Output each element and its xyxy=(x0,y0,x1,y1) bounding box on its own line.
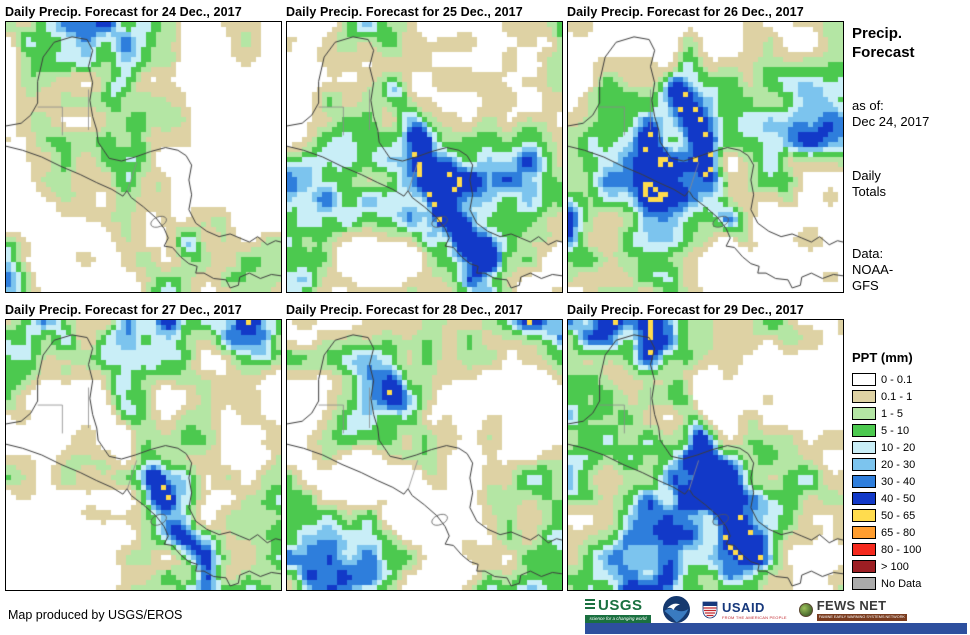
legend-label: No Data xyxy=(881,577,922,590)
totals-line2: Totals xyxy=(852,184,886,199)
data-source-line2: GFS xyxy=(852,278,879,293)
totals-line1: Daily xyxy=(852,168,881,183)
sidebar-title-line2: Forecast xyxy=(852,44,915,61)
usaid-tagline: FROM THE AMERICAN PEOPLE xyxy=(722,614,787,620)
sidebar: Precip. Forecast as of: Dec 24, 2017 Dai… xyxy=(852,10,968,592)
usgs-tagline: science for a changing world xyxy=(585,614,651,623)
forecast-panel: Daily Precip. Forecast for 29 Dec., 2017 xyxy=(567,301,844,591)
fewsnet-tagline: FAMINE EARLY WARNING SYSTEMS NETWORK xyxy=(816,614,907,621)
asof-block: as of: Dec 24, 2017 xyxy=(852,98,968,130)
forecast-panel: Daily Precip. Forecast for 24 Dec., 2017 xyxy=(5,3,282,293)
legend-swatch xyxy=(852,543,876,556)
maps-grid: Daily Precip. Forecast for 24 Dec., 2017… xyxy=(5,3,844,591)
legend-label: 50 - 65 xyxy=(881,509,916,522)
forecast-panel: Daily Precip. Forecast for 27 Dec., 2017 xyxy=(5,301,282,591)
usaid-shield-icon xyxy=(702,601,718,618)
legend-row: > 100 xyxy=(852,558,968,575)
legend-swatch xyxy=(852,577,876,590)
map-credit: Map produced by USGS/EROS xyxy=(8,608,183,622)
legend-row: 30 - 40 xyxy=(852,473,968,490)
precip-map-canvas xyxy=(286,21,563,293)
panel-title: Daily Precip. Forecast for 28 Dec., 2017 xyxy=(286,303,523,317)
legend-swatch xyxy=(852,475,876,488)
footer: Map produced by USGS/EROS USGS science f… xyxy=(0,596,970,635)
usgs-logo-text: USGS xyxy=(598,596,643,614)
asof-date: Dec 24, 2017 xyxy=(852,114,930,129)
panel-title: Daily Precip. Forecast for 26 Dec., 2017 xyxy=(567,5,804,19)
legend-label: 10 - 20 xyxy=(881,441,916,454)
legend-label: > 100 xyxy=(881,560,909,573)
legend-label: 40 - 50 xyxy=(881,492,916,505)
data-label: Data: xyxy=(852,246,884,261)
legend-label: 20 - 30 xyxy=(881,458,916,471)
legend-row: 0 - 0.1 xyxy=(852,371,968,388)
legend-row: 1 - 5 xyxy=(852,405,968,422)
legend-swatch xyxy=(852,492,876,505)
panel-title: Daily Precip. Forecast for 27 Dec., 2017 xyxy=(5,303,242,317)
legend-swatch xyxy=(852,407,876,420)
legend-swatch xyxy=(852,424,876,437)
forecast-panel: Daily Precip. Forecast for 25 Dec., 2017 xyxy=(286,3,563,293)
legend-row: No Data xyxy=(852,575,968,592)
legend-row: 0.1 - 1 xyxy=(852,388,968,405)
legend-swatch xyxy=(852,560,876,573)
legend-list: 0 - 0.1 0.1 - 1 1 - 5 5 - 10 10 - 20 20 - 30 3… xyxy=(852,371,968,592)
legend-label: 0.1 - 1 xyxy=(881,390,913,403)
fewsnet-globe-icon xyxy=(798,602,813,617)
legend-swatch xyxy=(852,458,876,471)
usaid-logo: USAID FROM THE AMERICAN PEOPLE xyxy=(702,600,787,620)
legend-title: PPT (mm) xyxy=(852,350,913,365)
precip-map-canvas xyxy=(5,319,282,591)
legend-label: 65 - 80 xyxy=(881,526,916,539)
legend-swatch xyxy=(852,373,876,386)
asof-label: as of: xyxy=(852,98,884,113)
data-source-block: Data: NOAA- GFS xyxy=(852,246,968,294)
legend-swatch xyxy=(852,526,876,539)
totals-block: Daily Totals xyxy=(852,168,968,200)
panel-title: Daily Precip. Forecast for 29 Dec., 2017 xyxy=(567,303,804,317)
precip-map-canvas xyxy=(567,319,844,591)
forecast-panel: Daily Precip. Forecast for 28 Dec., 2017 xyxy=(286,301,563,591)
footer-blue-bar xyxy=(585,623,967,634)
panel-title: Daily Precip. Forecast for 25 Dec., 2017 xyxy=(286,5,523,19)
legend-row: 40 - 50 xyxy=(852,490,968,507)
legend-row: 50 - 65 xyxy=(852,507,968,524)
legend-label: 80 - 100 xyxy=(881,543,922,556)
forecast-panel: Daily Precip. Forecast for 26 Dec., 2017 xyxy=(567,3,844,293)
legend-row: 20 - 30 xyxy=(852,456,968,473)
legend-label: 30 - 40 xyxy=(881,475,916,488)
legend-label: 5 - 10 xyxy=(881,424,910,437)
usgs-logo: USGS science for a changing world xyxy=(585,597,651,623)
usaid-logo-text: USAID xyxy=(722,599,765,615)
fewsnet-logo-text: FEWS NET xyxy=(816,598,887,613)
precip-map-canvas xyxy=(286,319,563,591)
legend-swatch xyxy=(852,441,876,454)
precip-map-canvas xyxy=(5,21,282,293)
legend-row: 80 - 100 xyxy=(852,541,968,558)
legend-row: 65 - 80 xyxy=(852,524,968,541)
usgs-bars-icon xyxy=(585,599,595,611)
logo-row: USGS science for a changing world USAID … xyxy=(585,596,907,623)
noaa-logo xyxy=(663,596,690,623)
legend-swatch xyxy=(852,390,876,403)
fewsnet-logo: FEWS NET FAMINE EARLY WARNING SYSTEMS NE… xyxy=(798,598,907,621)
sidebar-title: Precip. Forecast xyxy=(852,24,968,62)
legend-swatch xyxy=(852,509,876,522)
legend-row: 10 - 20 xyxy=(852,439,968,456)
legend-label: 1 - 5 xyxy=(881,407,904,420)
legend-label: 0 - 0.1 xyxy=(881,373,913,386)
sidebar-title-line1: Precip. xyxy=(852,25,903,42)
panel-title: Daily Precip. Forecast for 24 Dec., 2017 xyxy=(5,5,242,19)
legend-row: 5 - 10 xyxy=(852,422,968,439)
precip-map-canvas xyxy=(567,21,844,293)
data-source-line1: NOAA- xyxy=(852,262,894,277)
